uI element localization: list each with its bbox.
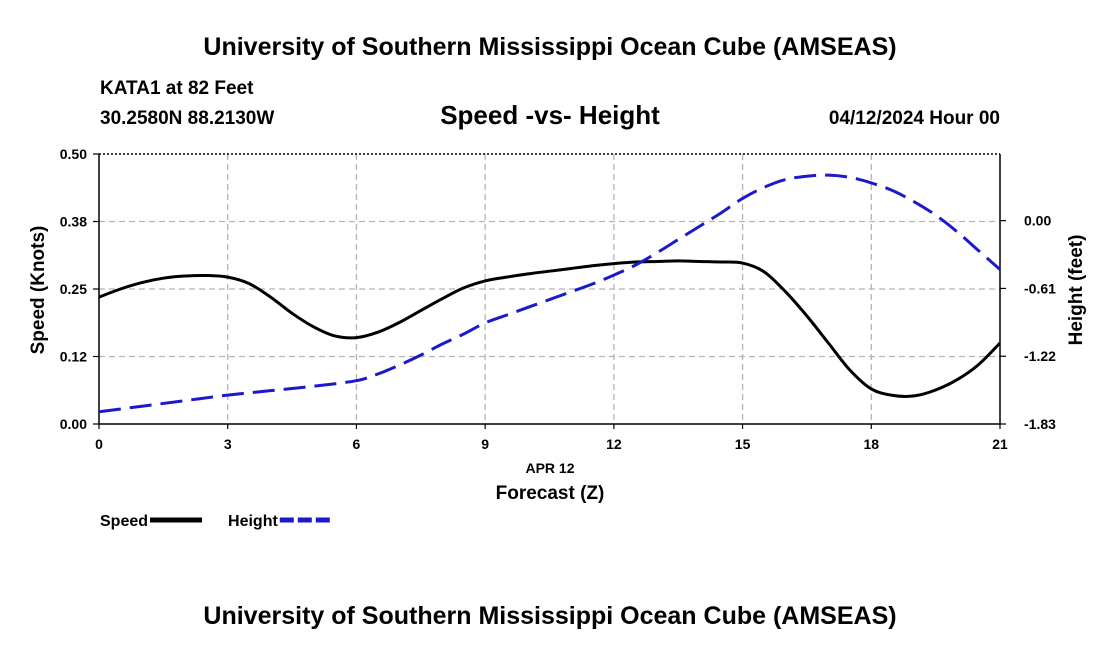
speed-series-line bbox=[98, 259, 1002, 398]
x-tick-label: 21 bbox=[992, 436, 1008, 452]
x-axis-date-label: APR 12 bbox=[525, 460, 574, 476]
y-left-tick-label: 0.00 bbox=[60, 416, 87, 432]
x-tick-label: 0 bbox=[95, 436, 103, 452]
x-tick-label: 15 bbox=[735, 436, 751, 452]
y-right-tick-label: 0.00 bbox=[1024, 213, 1051, 229]
y-right-tick-label: -1.83 bbox=[1024, 416, 1056, 432]
y-right-tick-label: -0.61 bbox=[1024, 280, 1056, 296]
x-tick-label: 18 bbox=[863, 436, 879, 452]
x-tick-label: 12 bbox=[606, 436, 622, 452]
plot-area: 0 3 6 9 12 15 18 21 0.00 0.12 0.25 0.38 0.50 -1.83 -1.… bbox=[60, 146, 1056, 452]
x-tick-label: 6 bbox=[353, 436, 361, 452]
station-coordinates: 30.2580N 88.2130W bbox=[100, 108, 274, 129]
x-tick-label: 9 bbox=[481, 436, 489, 452]
x-tick-label: 3 bbox=[224, 436, 232, 452]
y-left-tick-label: 0.50 bbox=[60, 146, 87, 162]
y-left-tick-label: 0.38 bbox=[60, 214, 87, 230]
chart-main-title: University of Southern Mississippi Ocean… bbox=[203, 33, 896, 61]
y-left-tick-label: 0.25 bbox=[60, 281, 87, 297]
footer-title: University of Southern Mississippi Ocean… bbox=[203, 602, 896, 630]
y-axis-left-title: Speed (Knots) bbox=[28, 226, 49, 355]
y-right-tick-label: -1.22 bbox=[1024, 348, 1056, 364]
x-axis-title: Forecast (Z) bbox=[496, 483, 605, 504]
chart-subtitle: Speed -vs- Height bbox=[440, 100, 660, 130]
legend-height-label: Height bbox=[228, 513, 278, 530]
legend-speed-label: Speed bbox=[100, 513, 148, 530]
station-label: KATA1 at 82 Feet bbox=[100, 78, 254, 99]
height-series-line bbox=[98, 173, 1001, 414]
forecast-datetime: 04/12/2024 Hour 00 bbox=[829, 108, 1000, 129]
y-left-tick-label: 0.12 bbox=[60, 349, 87, 365]
y-axis-right-title: Height (feet) bbox=[1066, 235, 1087, 346]
legend: Speed Height bbox=[100, 513, 332, 530]
